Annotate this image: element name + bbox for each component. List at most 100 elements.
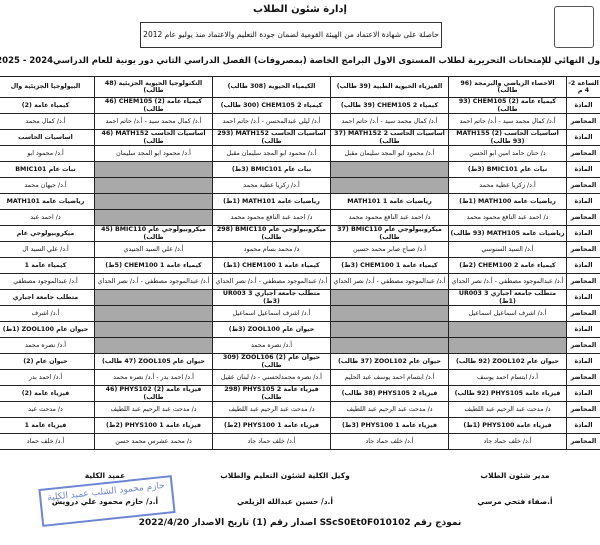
cell: أ.د/ عبدالموجود مصطفي - أ.د/ نصر الحداي xyxy=(212,273,331,290)
cell: أ.د/ محمود ابو المجد سليمان xyxy=(94,145,213,162)
cell: د/ مدحت عبد الرحيم عبد اللطيف xyxy=(94,401,213,418)
table-row: المحاضر د/ احمد عبد النافع محمود محمد د/ ا… xyxy=(0,209,600,226)
row-label: المحاضر xyxy=(566,305,600,322)
cell: رياضيات عامة MATH101 (1ط) xyxy=(212,193,331,210)
cell: نبات عام BMIC101 (3ط) xyxy=(212,161,331,178)
cell: فيزياء عامة PHYS105 (92 طالب) xyxy=(448,385,567,402)
cell: متطلب جامعة اجباري 3 UR003 (3ط) xyxy=(212,289,331,306)
cell: أ.د/ كمال محمد سيد - أ.د/ حاتم احمد xyxy=(94,113,213,130)
table-row: المحاضر د/ حنان حامد امين ابو الحسن أ.د/ م… xyxy=(0,145,600,162)
column-header: الاحصاء الرياضي والبرمجة (96 طالب) xyxy=(448,76,567,98)
cell: أ.د/ محمود ابو xyxy=(0,145,95,162)
signature-name: أ.د/ حازم محمود علي درويش xyxy=(51,497,159,506)
row-label: المحاضر xyxy=(566,145,600,162)
table-row: المحاضر أ.د/ زكريا عطية محمد أ.د/ زكريا عط… xyxy=(0,177,600,194)
row-label: المحاضر xyxy=(566,369,600,386)
cell: أ.د/ عبدالموجود مصطفي - أ.د/ نصر الحداي xyxy=(94,273,213,290)
column-header: البيولوجيا الجزيئية وال xyxy=(0,76,95,98)
cell: كيمياء عامة 1 xyxy=(0,257,95,274)
empty-cell xyxy=(330,289,449,306)
cell: رياضيات عامة MATH105 (93 طالب) xyxy=(448,225,567,242)
cell: كيمياء عامة 2 CHEM100 (2ط) xyxy=(448,257,567,274)
table-row: المحاضر أ.د/ السيد السنوسي أ.د/ صباح صابر … xyxy=(0,241,600,258)
row-label: المادة xyxy=(566,97,600,114)
department: إدارة شئون الطلاب xyxy=(253,4,347,15)
table-row: المادة رياضيات عامة MATH100 (1ط) رياضيات ع… xyxy=(0,193,600,210)
row-label: المحاضر xyxy=(566,241,600,258)
cell: فيزياء عامة 1 PHYS100 (2ط) xyxy=(94,417,213,434)
cell: أ.د/ عبدالموجود مصطفي - أ.د/ نصر الحداي xyxy=(448,273,567,290)
cell: أ.د/ عبدالموجود مصطفي - أ.د/ نصر الحداي xyxy=(330,273,449,290)
title: ول النهائي للإمتحانات التحريرية لطلاب ال… xyxy=(0,56,600,66)
empty-cell xyxy=(94,161,213,178)
cell: حيوان عام (2) xyxy=(0,353,95,370)
table-row: المحاضر د/ مدحت عبد الرحيم عبد اللطيف د/ م… xyxy=(0,401,600,418)
row-label: المادة xyxy=(566,385,600,402)
empty-cell xyxy=(94,289,213,306)
cell: أ.د/ كمال محمد xyxy=(0,113,95,130)
cell: أ.د/ خلف حماد جاد xyxy=(448,433,567,450)
column-header: الكيمياء الحيوية (308 طالب) xyxy=(212,76,331,98)
column-header: الساعة 2-4 م xyxy=(566,76,600,98)
column-header: التكنولوجيا الحيوية الجزيئية (48 طالب) xyxy=(94,76,213,98)
row-label: المادة xyxy=(566,321,600,338)
cell: أ.د/ نصره محمد xyxy=(0,337,95,354)
signature-role: مدير شئون الطلاب xyxy=(480,471,550,480)
cell: متطلب جامعة اجباري xyxy=(0,289,95,306)
cell: ميكروبيولوجي عام BMIC110 (45 طالب) xyxy=(94,225,213,242)
cell: حيوان عام ZOOL102 (92 طالب) xyxy=(448,353,567,370)
cell: ميكروبيولوجي عام BMIC110 (37 طالب) xyxy=(330,225,449,242)
cell: د/ مدحت عبد xyxy=(0,401,95,418)
row-label: المحاضر xyxy=(566,401,600,418)
cell: اساسيات الحاسب (2) MATH155 (93 طالب) xyxy=(448,129,567,146)
cell: أ.د/ علي السيد ال xyxy=(0,241,95,258)
cell: فيزياء عامة 1 PHYS100 (3ط) xyxy=(330,417,449,434)
header-row: الساعة 2-4 م الاحصاء الرياضي والبرمجة (96… xyxy=(0,76,600,98)
row-label: المادة xyxy=(566,353,600,370)
cell: رياضيات عامة MATH100 (1ط) xyxy=(448,193,567,210)
table-row: المادة كيمياء عامة 2 CHEM100 (2ط) كيمياء ع… xyxy=(0,257,600,274)
empty-cell xyxy=(330,305,449,322)
cell: متطلب جامعة اجباري 3 UR003 (1ط) xyxy=(448,289,567,306)
empty-cell xyxy=(330,321,449,338)
signature-role: وكيل الكلية لشئون التعليم والطلاب xyxy=(220,471,350,480)
empty-cell xyxy=(330,337,449,354)
cell: أ.د/ ابتسام احمد يوسف xyxy=(448,369,567,386)
signature-role: عميد الكلية xyxy=(84,471,126,480)
form-number: نموذج رقم SScS0Et0F010102 اصدار رقم (1) … xyxy=(138,518,462,528)
table-row: المادة رياضيات عامة MATH105 (93 طالب) ميكر… xyxy=(0,225,600,242)
empty-cell xyxy=(94,337,213,354)
empty-cell xyxy=(94,321,213,338)
cell: حيوان عام ZOOL100 (3ط) xyxy=(212,321,331,338)
cell: د/ محمد بسام محمود xyxy=(212,241,331,258)
cell: د/ محمد عشرس محمد حسن xyxy=(94,433,213,450)
table-row: المحاضر أ.د/ اشرف اسماعيل اسماعيل أ.د/ اشر… xyxy=(0,305,600,322)
footer: حازم محمود الشلب عميد الكلية نموذج رقم S… xyxy=(0,470,600,545)
row-label: المادة xyxy=(566,161,600,178)
cell: كيمياء 2 CHEM105 (39 طالب) xyxy=(330,97,449,114)
row-label: المادة xyxy=(566,289,600,306)
table-row: المادة حيوان عام ZOOL102 (92 طالب) حيوان ع… xyxy=(0,353,600,370)
cell: اساسيات الحاسب 2 MATH152 (37 طالب) xyxy=(330,129,449,146)
row-label: المادة xyxy=(566,129,600,146)
cell: نبات عام BMIC101 (3ط) xyxy=(448,161,567,178)
schedule-table: الساعة 2-4 م الاحصاء الرياضي والبرمجة (96… xyxy=(0,76,600,450)
accreditation: حاصلة على شهادة الاعتماد من الهيئة القوم… xyxy=(140,22,442,48)
table-row: المادة فيزياء عامة PHYS105 (92 طالب) فيزيا… xyxy=(0,385,600,402)
cell: أ.د/ خلف حماد جاد xyxy=(330,433,449,450)
cell: أ.د/ نصره محمدلحسني - د/ لبنان عقيل xyxy=(212,369,331,386)
empty-cell xyxy=(448,321,567,338)
cell: فيزياء عامة (2) PHYS102 (46 طالب) xyxy=(94,385,213,402)
logo xyxy=(554,6,594,48)
cell: كيمياء عامة (2) CHEM105 (46 طالب) xyxy=(94,97,213,114)
cell: ميكروبيولوجي عام BMIC110 (298 طالب) xyxy=(212,225,331,242)
cell: رياضيات عامة MATH101 xyxy=(0,193,95,210)
cell: أ.د/ احمد بدر - أ.د/ نصره محمد xyxy=(94,369,213,386)
cell: د/ احمد عبد xyxy=(0,209,95,226)
cell: فيزياء عامة PHYS100 (1ط) xyxy=(448,417,567,434)
table-row: المادة فيزياء عامة PHYS100 (1ط) فيزياء عام… xyxy=(0,417,600,434)
cell: رياضيات عامة 1 MATH101 xyxy=(330,193,449,210)
row-label: المحاضر xyxy=(566,113,600,130)
cell: كيمياء عامة (2) xyxy=(0,97,95,114)
